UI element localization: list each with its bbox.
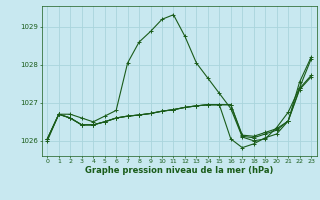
X-axis label: Graphe pression niveau de la mer (hPa): Graphe pression niveau de la mer (hPa) (85, 166, 273, 175)
